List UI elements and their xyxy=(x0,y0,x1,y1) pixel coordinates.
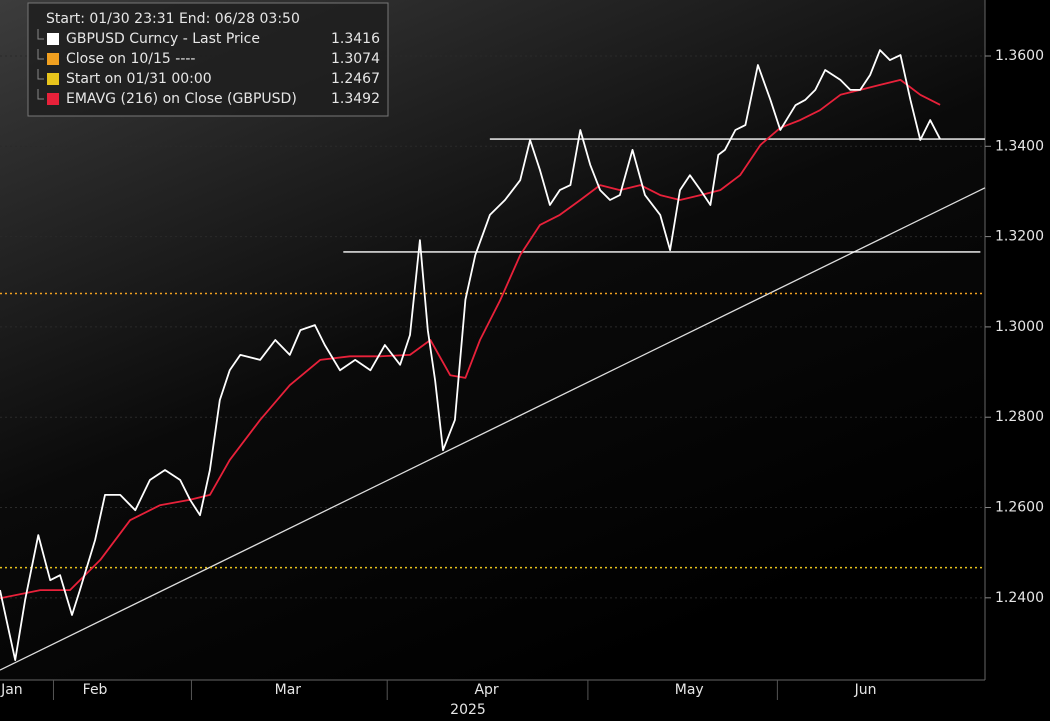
legend-connector xyxy=(37,49,44,60)
series-line xyxy=(0,49,941,661)
legend-swatch xyxy=(47,73,59,85)
legend-box xyxy=(27,2,389,117)
legend-swatch xyxy=(47,53,59,65)
x-tick-label: Jun xyxy=(854,682,877,698)
legend: Start: 01/30 23:31 End: 06/28 03:50 GBPU… xyxy=(27,2,389,117)
legend-swatch xyxy=(47,93,59,105)
y-tick-label: 1.2800 xyxy=(995,409,1044,425)
legend-value: 1.3074 xyxy=(331,51,380,67)
x-tick-label: May xyxy=(675,682,704,698)
legend-swatch xyxy=(47,33,59,45)
y-tick-label: 1.2600 xyxy=(995,500,1044,516)
legend-label: Close on 10/15 ---- xyxy=(66,51,195,67)
y-axis-background xyxy=(985,0,1050,680)
legend-connector xyxy=(37,29,44,40)
legend-label: GBPUSD Curncy - Last Price xyxy=(66,31,260,47)
y-tick-label: 1.3600 xyxy=(995,48,1044,64)
y-tick-label: 1.3400 xyxy=(995,138,1044,154)
legend-value: 1.3492 xyxy=(331,91,380,107)
legend-connector xyxy=(37,69,44,80)
marks xyxy=(0,49,986,671)
legend-label: Start on 01/31 00:00 xyxy=(66,71,212,87)
grid xyxy=(0,55,985,599)
y-tick-label: 1.3200 xyxy=(995,229,1044,245)
legend-title: Start: 01/30 23:31 End: 06/28 03:50 xyxy=(46,11,300,27)
trend-line xyxy=(0,187,986,671)
axes: 1.2400 1.2600 1.2800 1.3000 1.3200 1.3400 1.36… xyxy=(0,48,1044,700)
legend-value: 1.2467 xyxy=(331,71,380,87)
x-tick-label: Jan xyxy=(0,682,23,698)
y-tick-label: 1.2400 xyxy=(995,590,1044,606)
legend-value: 1.3416 xyxy=(331,31,380,47)
series-line xyxy=(0,79,941,600)
x-axis-label: 2025 xyxy=(450,702,486,718)
x-tick-label: Feb xyxy=(83,682,108,698)
legend-connector xyxy=(37,89,44,100)
legend-label: EMAVG (216) on Close (GBPUSD) xyxy=(66,91,297,107)
x-tick-label: Apr xyxy=(474,682,498,698)
x-tick-label: Mar xyxy=(275,682,302,698)
y-tick-label: 1.3000 xyxy=(995,319,1044,335)
